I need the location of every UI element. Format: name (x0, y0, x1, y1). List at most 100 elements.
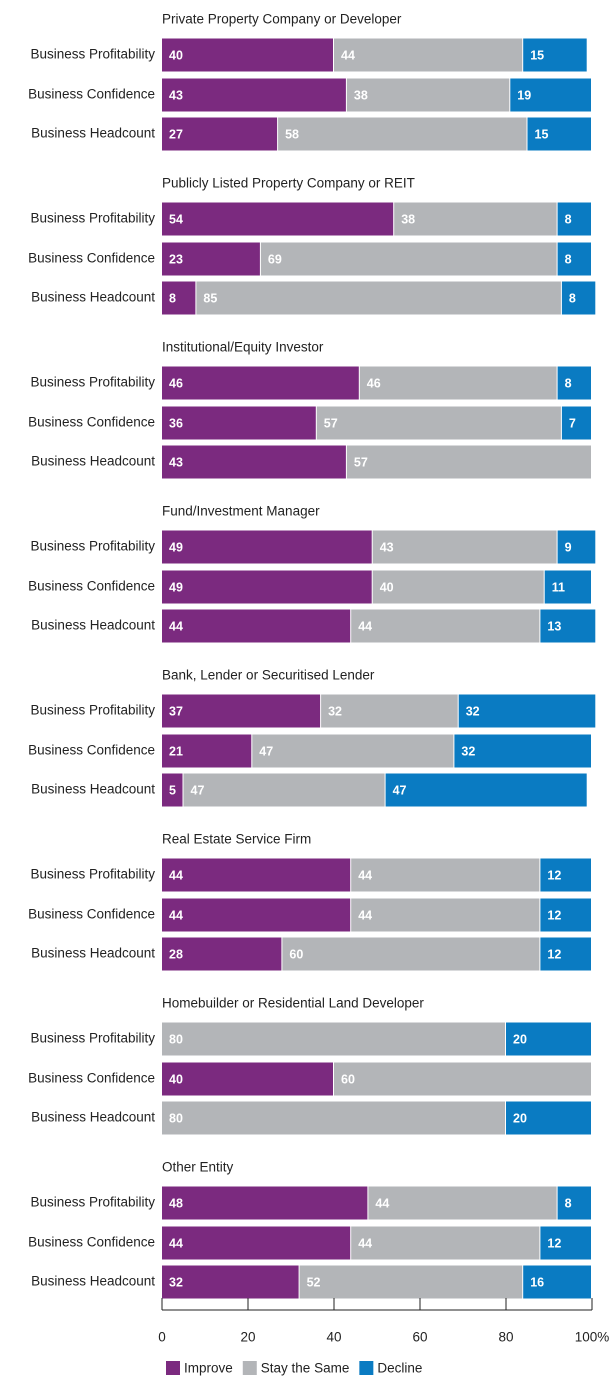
category-label: Business Headcount (31, 454, 155, 469)
value-label: 47 (393, 783, 407, 797)
category-label: Business Profitability (30, 375, 155, 390)
bar-segment (458, 694, 596, 728)
bar-segment (162, 406, 316, 440)
bar-segment (252, 734, 454, 768)
bar-segment (359, 366, 557, 400)
group-title: Real Estate Service Firm (162, 832, 311, 847)
category-label: Business Confidence (28, 743, 155, 758)
bar-segment (394, 202, 557, 236)
bar-segment (162, 202, 394, 236)
bar-segment (557, 202, 591, 236)
bar-segment (385, 773, 587, 807)
value-label: 20 (513, 1111, 527, 1125)
bar-segment (557, 530, 596, 564)
bar-segment (557, 242, 591, 276)
value-label: 69 (268, 252, 282, 266)
bar-segment (334, 38, 523, 72)
bar-segment (162, 78, 346, 112)
bar-segment (346, 445, 591, 479)
bar-segment (196, 281, 561, 315)
value-label: 9 (565, 540, 572, 554)
category-label: Business Profitability (30, 47, 155, 62)
x-tick-label: 100% (575, 1330, 610, 1345)
value-label: 57 (354, 455, 368, 469)
category-label: Business Profitability (30, 867, 155, 882)
bar-segment (351, 858, 540, 892)
value-label: 54 (169, 212, 183, 226)
value-label: 44 (341, 48, 355, 62)
group-title: Bank, Lender or Securitised Lender (162, 668, 375, 683)
category-label: Business Confidence (28, 907, 155, 922)
bar-segment (162, 242, 260, 276)
value-label: 38 (401, 212, 415, 226)
bar-segment (540, 858, 591, 892)
value-label: 16 (530, 1275, 544, 1289)
group-title: Homebuilder or Residential Land Develope… (162, 996, 424, 1011)
value-label: 36 (169, 416, 183, 430)
value-label: 21 (169, 744, 183, 758)
bar-segment (162, 117, 278, 151)
bar-segment (162, 609, 351, 643)
category-label: Business Profitability (30, 703, 155, 718)
category-label: Business Confidence (28, 1071, 155, 1086)
category-label: Business Headcount (31, 1274, 155, 1289)
value-label: 32 (328, 704, 342, 718)
value-label: 44 (169, 868, 183, 882)
value-label: 8 (565, 376, 572, 390)
bar-segment (162, 38, 333, 72)
category-label: Business Confidence (28, 87, 155, 102)
bar-segment (372, 530, 557, 564)
value-label: 44 (169, 1236, 183, 1250)
bar-segment (162, 1062, 333, 1096)
value-label: 15 (535, 127, 549, 141)
value-label: 7 (569, 416, 576, 430)
bar-segment (162, 1226, 351, 1260)
value-label: 80 (169, 1032, 183, 1046)
value-label: 44 (358, 908, 372, 922)
value-label: 8 (565, 212, 572, 226)
value-label: 47 (191, 783, 205, 797)
value-label: 38 (354, 88, 368, 102)
value-label: 80 (169, 1111, 183, 1125)
value-label: 15 (530, 48, 544, 62)
bar-segment (557, 366, 591, 400)
category-label: Business Headcount (31, 618, 155, 633)
value-label: 40 (169, 48, 183, 62)
value-label: 58 (285, 127, 299, 141)
category-label: Business Profitability (30, 539, 155, 554)
bar-segment (316, 406, 561, 440)
value-label: 8 (169, 291, 176, 305)
bar-segment (351, 1226, 540, 1260)
x-tick-label: 20 (240, 1330, 255, 1345)
bar-segment (527, 117, 591, 151)
value-label: 43 (380, 540, 394, 554)
bar-segment (162, 530, 372, 564)
bar-segment (506, 1022, 591, 1056)
bar-segment (260, 242, 557, 276)
category-label: Business Headcount (31, 782, 155, 797)
value-label: 60 (289, 947, 303, 961)
value-label: 40 (380, 580, 394, 594)
bar-segment (540, 937, 591, 971)
x-tick-label: 80 (498, 1330, 513, 1345)
bar-segment (162, 570, 372, 604)
bar-segment (506, 1101, 591, 1135)
value-label: 60 (341, 1072, 355, 1086)
value-label: 40 (169, 1072, 183, 1086)
bar-segment (334, 1062, 591, 1096)
bar-segment (351, 609, 540, 643)
value-label: 57 (324, 416, 338, 430)
value-label: 85 (203, 291, 217, 305)
category-label: Business Profitability (30, 1031, 155, 1046)
bar-segment (162, 1022, 505, 1056)
bar-segment (346, 78, 510, 112)
group-title: Fund/Investment Manager (162, 504, 320, 519)
bar-segment (162, 773, 183, 807)
category-label: Business Headcount (31, 290, 155, 305)
value-label: 12 (547, 908, 561, 922)
value-label: 44 (375, 1196, 389, 1210)
value-label: 19 (517, 88, 531, 102)
value-label: 49 (169, 540, 183, 554)
value-label: 11 (552, 580, 565, 594)
category-label: Business Confidence (28, 251, 155, 266)
